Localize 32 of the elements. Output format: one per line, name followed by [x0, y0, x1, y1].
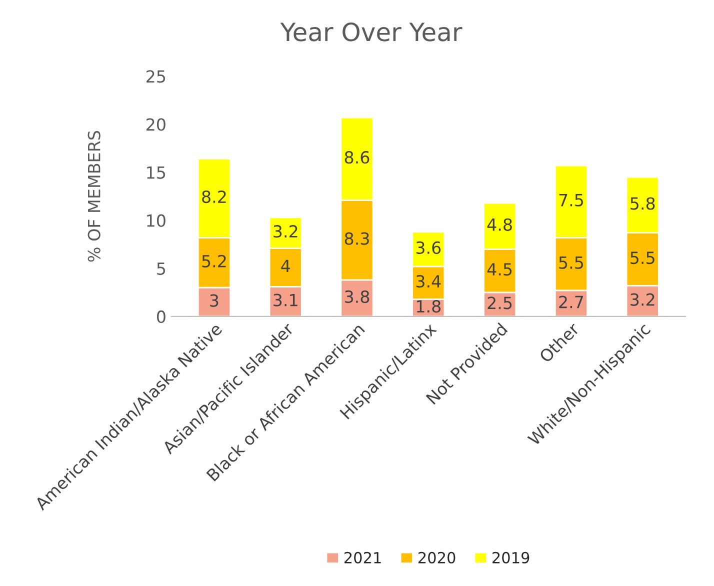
- data-label: 4.8: [487, 218, 512, 231]
- chart-title: Year Over Year: [280, 22, 462, 42]
- data-label: 5.8: [630, 197, 655, 210]
- data-label: 2.5: [488, 296, 512, 310]
- legend-label: 2021: [344, 552, 381, 564]
- y-axis-title: % OF MEMBERS: [88, 130, 100, 262]
- data-label: 5.5: [630, 252, 654, 264]
- y-tick-label: 20: [146, 118, 166, 131]
- data-label: 5.5: [559, 256, 583, 269]
- data-label: 5.2: [202, 254, 226, 268]
- data-label: 7.5: [559, 194, 583, 206]
- data-label: 3.2: [630, 293, 654, 306]
- y-tick-label: 25: [146, 70, 166, 83]
- data-label: 8.2: [202, 190, 226, 204]
- legend-label: 2019: [492, 552, 530, 564]
- data-label: 3.4: [416, 275, 441, 288]
- legend-label: 2020: [418, 552, 456, 564]
- y-tick-label: 0: [156, 310, 166, 324]
- data-label: 4: [281, 260, 290, 272]
- data-label: 3: [210, 294, 218, 307]
- data-label: 3.2: [274, 225, 298, 238]
- y-tick-label: 5: [157, 262, 166, 275]
- y-tick-label: 10: [147, 214, 166, 227]
- data-label: 3.1: [274, 294, 298, 306]
- data-label: 3.6: [416, 241, 441, 254]
- data-label: 2.7: [559, 296, 584, 308]
- data-label: 3.8: [345, 290, 370, 304]
- data-label: 1.8: [416, 300, 441, 313]
- data-label: 4.5: [487, 263, 512, 276]
- data-label: 8.6: [344, 151, 370, 164]
- y-tick-label: 15: [147, 166, 166, 179]
- data-label: 8.3: [344, 232, 369, 245]
